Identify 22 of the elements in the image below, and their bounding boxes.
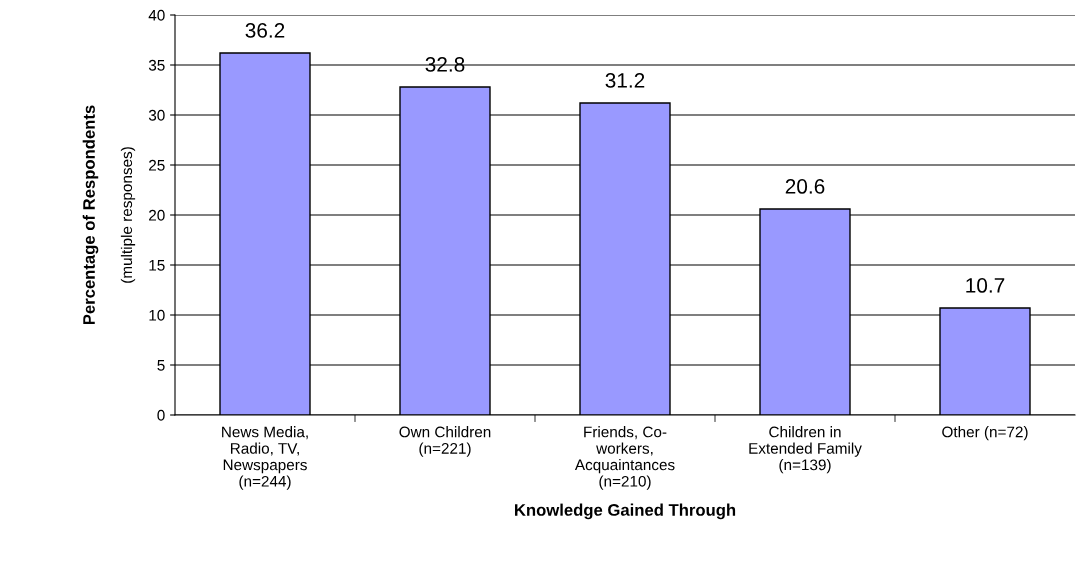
data-label: 31.2 [605,73,645,88]
y-tick-label: 35 [148,59,165,71]
data-label: 20.6 [785,179,825,194]
text: (multiple responses) [120,147,136,283]
y-tick-label: 25 [149,159,165,171]
x-tick-label: Friends, Co- workers, Acquaintances (n=210) [574,426,675,490]
y-tick-label: 30 [148,109,165,121]
x-axis-title: Knowledge Gained Through [515,503,736,520]
y-tick-label: 40 [148,9,165,21]
x-tick-label: Other (n=72) [942,426,1028,441]
y-axis-title: Percentage of Respondents [82,105,99,325]
y-tick-label: 10 [149,309,165,321]
data-label: 32.8 [425,57,465,72]
y-tick-label: 5 [157,360,165,371]
x-tick-label: Own Children (n=221) [399,426,491,457]
x-tick-label: Children in Extended Family (n=139) [749,426,862,474]
data-label: 36.2 [245,23,285,38]
data-label: 10.7 [966,278,1005,293]
x-tick-label: News Media, Radio, TV, Newspapers (n=244) [222,426,308,490]
y-tick-label: 20 [149,209,165,221]
y-tick-label: 15 [149,260,165,271]
y-tick-label: 0 [157,409,165,421]
